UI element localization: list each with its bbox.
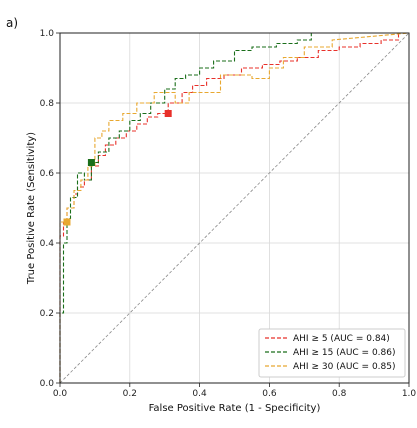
legend-label-ahi-30: AHI ≥ 30 (AUC = 0.85) <box>293 362 396 372</box>
y-tick-label: 0.2 <box>40 309 54 319</box>
operating-points-layer <box>63 110 172 226</box>
operating-point-ahi-5 <box>164 110 172 117</box>
y-axis-ticks: 0.0 0.2 0.4 0.6 0.8 1.0 <box>40 29 60 389</box>
x-axis-label: False Positive Rate (1 - Specificity) <box>149 403 321 414</box>
x-axis-ticks: 0.0 0.2 0.4 0.6 0.8 1.0 <box>53 383 417 399</box>
y-axis-label: True Positive Rate (Sensitivity) <box>26 132 37 285</box>
x-tick-label: 0.8 <box>332 389 347 399</box>
legend: AHI ≥ 5 (AUC = 0.84) AHI ≥ 15 (AUC = 0.86… <box>258 328 406 378</box>
panel-label: a) <box>6 16 18 30</box>
y-tick-label: 0.4 <box>40 239 55 249</box>
roc-curve-ahi-5 <box>59 32 409 383</box>
series-layer <box>59 32 410 383</box>
grid-lines <box>59 32 410 384</box>
roc-curve-ahi-30 <box>59 32 410 383</box>
y-tick-label: 1.0 <box>40 29 55 39</box>
x-tick-label: 1.0 <box>402 389 417 399</box>
x-tick-label: 0.6 <box>262 389 277 399</box>
operating-point-ahi-30 <box>63 218 71 226</box>
legend-label-ahi-5: AHI ≥ 5 (AUC = 0.84) <box>293 334 390 344</box>
y-tick-label: 0.0 <box>40 379 55 389</box>
legend-box <box>258 328 406 378</box>
y-tick-label: 0.6 <box>40 169 55 179</box>
x-tick-label: 0.0 <box>53 389 68 399</box>
x-tick-label: 0.4 <box>192 389 207 399</box>
roc-curve-ahi-15 <box>59 32 409 383</box>
reference-diagonal <box>59 32 410 384</box>
legend-label-ahi-15: AHI ≥ 15 (AUC = 0.86) <box>293 348 396 358</box>
y-tick-label: 0.8 <box>40 99 55 109</box>
operating-point-ahi-15 <box>87 159 95 166</box>
plot-frame <box>59 32 410 384</box>
x-tick-label: 0.2 <box>123 389 137 399</box>
